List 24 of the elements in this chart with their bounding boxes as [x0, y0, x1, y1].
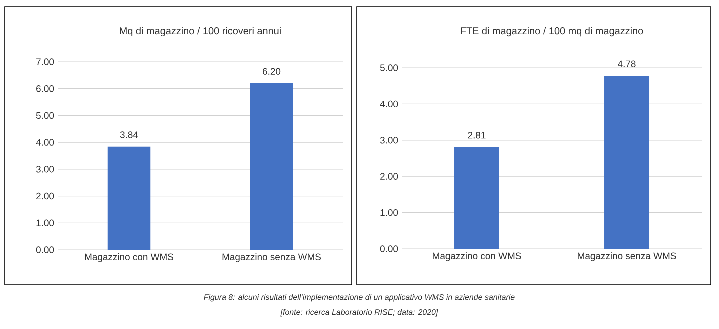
y-tick-label: 1.00: [36, 220, 54, 226]
chart-title: Mq di magazzino / 100 ricoveri annui: [120, 27, 281, 37]
y-tick-label: 0.00: [36, 246, 54, 254]
x-tick-label: Magazzino senza WMS: [578, 252, 676, 262]
data-label: 6.20: [263, 68, 281, 75]
y-tick-label: 7.00: [36, 58, 54, 66]
x-tick-label: Magazzino senza WMS: [222, 254, 322, 262]
y-tick-label: 2.00: [380, 173, 398, 180]
chart-title: FTE di magazzino / 100 mq di magazzino: [461, 27, 644, 37]
y-tick-label: 5.00: [380, 64, 398, 72]
data-label: 3.84: [120, 132, 138, 138]
y-tick-label: 4.00: [36, 139, 54, 146]
y-tick-label: 0.00: [380, 246, 398, 252]
y-tick-label: 5.00: [36, 112, 54, 120]
y-tick-label: 3.00: [380, 137, 398, 144]
y-tick-label: 2.00: [36, 192, 54, 200]
y-tick-label: 1.00: [380, 209, 398, 216]
data-label: 2.81: [468, 132, 486, 139]
data-label: 4.78: [618, 60, 636, 68]
x-tick-label: Magazzino con WMS: [433, 252, 522, 262]
y-tick-label: 3.00: [36, 166, 54, 173]
y-tick-label: 6.00: [36, 86, 54, 92]
x-tick-label: Magazzino con WMS: [85, 254, 174, 262]
y-tick-label: 4.00: [380, 100, 398, 108]
